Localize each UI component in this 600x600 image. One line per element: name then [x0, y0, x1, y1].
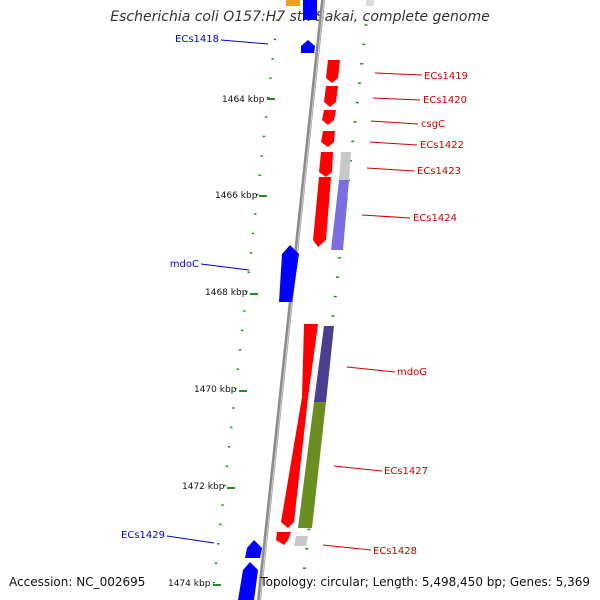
top-partial-orange-feature — [286, 0, 300, 6]
forward-strand-genes — [238, 40, 315, 600]
reverse-strand-genes — [276, 60, 340, 545]
leader-ecs1428 — [322, 544, 372, 551]
kbp-label-1468: 1468 kbp — [205, 288, 248, 298]
gene-arrow-ecs1427 — [281, 397, 308, 528]
scale-ticks-inner — [212, 19, 279, 584]
top-partial-blue-feature — [303, 0, 317, 20]
kbp-label-1464: 1464 kbp — [222, 95, 265, 105]
leader-ecs1422 — [369, 141, 418, 146]
leader-ecs1429 — [166, 535, 215, 544]
top-partial-gray-feature — [366, 0, 374, 6]
kbp-label-1472: 1472 kbp — [182, 482, 225, 492]
leader-ecs1423 — [366, 167, 415, 172]
gene-arrow-partial-bottom — [238, 562, 258, 600]
gene-arrow-mdoc — [279, 245, 299, 302]
label-ecs1419: ECs1419 — [424, 71, 468, 82]
label-mdoc: mdoC — [170, 259, 199, 270]
overlay-purple-ecs1424 — [331, 180, 349, 250]
leader-ecs1424 — [361, 214, 411, 219]
leader-ecs1418 — [220, 39, 269, 45]
leader-csgc — [370, 120, 419, 125]
kbp-label-1474: 1474 kbp — [168, 579, 211, 589]
kbp-labels: 1464 kbp 1466 kbp 1468 kbp 1470 kbp 1472… — [168, 95, 265, 589]
gene-arrow-ecs1422 — [321, 131, 335, 147]
label-csgc: csgC — [421, 119, 445, 130]
kbp-label-1470: 1470 kbp — [194, 385, 237, 395]
leader-ecs1420 — [372, 97, 421, 101]
leader-ecs1427 — [333, 465, 383, 472]
gene-labels: ECs1418 ECs1419 ECs1420 csgC ECs1422 ECs… — [121, 34, 468, 557]
gene-arrow-ecs1420 — [324, 86, 338, 107]
label-mdog: mdoG — [397, 367, 427, 378]
overlay-olive-ecs1427 — [298, 402, 326, 528]
overlay-gray-ecs1428 — [294, 536, 308, 546]
gene-arrow-ecs1428 — [276, 532, 291, 545]
gene-arrow-ecs1424 — [313, 177, 331, 247]
gene-arrow-csgc — [322, 110, 336, 125]
gene-arrow-ecs1429 — [245, 540, 262, 558]
label-ecs1423: ECs1423 — [417, 166, 461, 177]
label-ecs1422: ECs1422 — [420, 140, 464, 151]
gene-arrow-ecs1418 — [301, 40, 315, 53]
overlay-darkpurple-mdog — [314, 326, 334, 402]
kbp-tick-marks — [213, 98, 275, 586]
leader-mdog — [346, 366, 396, 373]
gene-arrow-ecs1419 — [326, 60, 340, 83]
label-ecs1427: ECs1427 — [384, 466, 428, 477]
label-ecs1424: ECs1424 — [413, 213, 457, 224]
accession-text: Accession: NC_002695 — [9, 575, 146, 589]
gene-arrow-ecs1423 — [319, 152, 333, 177]
leader-mdoc — [200, 263, 250, 271]
kbp-label-1466: 1466 kbp — [215, 191, 258, 201]
map-title: Escherichia coli O157:H7 str. Sakai, com… — [110, 9, 490, 25]
label-ecs1429: ECs1429 — [121, 530, 165, 541]
leader-ecs1419 — [374, 72, 423, 76]
label-ecs1420: ECs1420 — [423, 95, 467, 106]
gene-arrow-mdog — [302, 324, 318, 398]
overlay-gray-ecs1423 — [339, 152, 351, 180]
label-ecs1428: ECs1428 — [373, 546, 417, 557]
topology-text: Topology: circular; Length: 5,498,450 bp… — [260, 575, 590, 589]
label-ecs1418: ECs1418 — [175, 34, 219, 45]
